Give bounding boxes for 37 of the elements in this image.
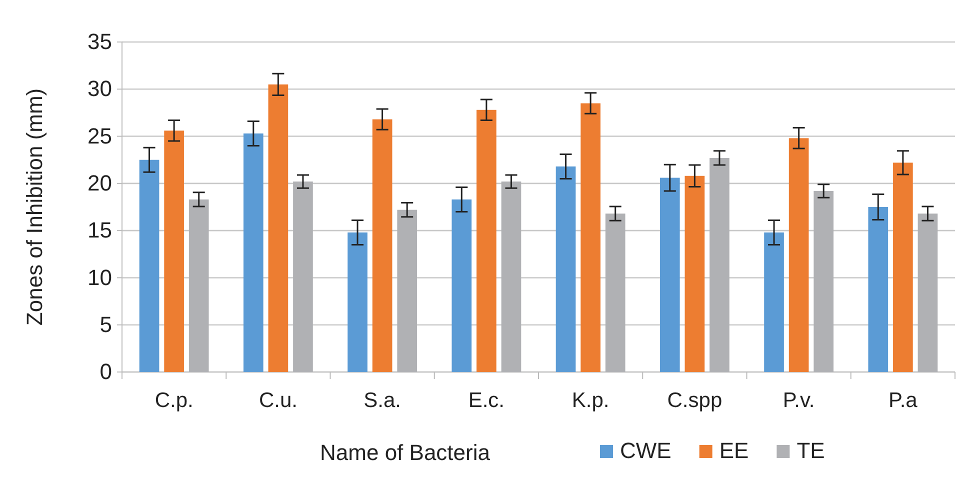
x-tick-label: K.p. [572, 388, 610, 412]
y-tick-label: 5 [100, 312, 112, 337]
y-tick-label: 35 [88, 29, 112, 54]
bar [556, 166, 576, 372]
x-axis-title: Name of Bacteria [320, 440, 491, 465]
y-axis-title: Zones of Inhibition (mm) [22, 88, 47, 326]
y-tick-label: 15 [88, 218, 112, 243]
x-tick-label: C.p. [154, 388, 194, 412]
bar [476, 110, 496, 372]
bar [893, 162, 913, 372]
legend-label: CWE [620, 438, 672, 463]
y-tick-label: 25 [88, 123, 112, 148]
bar [788, 138, 809, 372]
legend-label: EE [719, 438, 749, 463]
bar [580, 103, 600, 372]
legend-label: TE [796, 438, 825, 463]
bar [348, 232, 368, 372]
bar [164, 130, 184, 372]
bar [243, 133, 264, 372]
bar [764, 232, 784, 372]
bar [868, 207, 888, 372]
y-tick-label: 20 [88, 170, 112, 196]
x-tick-label: P.v. [782, 388, 815, 412]
bar [372, 119, 392, 372]
bar [452, 199, 472, 372]
x-tick-label: S.a. [364, 388, 401, 412]
y-tick-label: 0 [100, 359, 112, 384]
y-tick-label: 10 [88, 264, 112, 290]
x-tick-label: C.u. [258, 388, 298, 412]
x-tick-label: P.a [888, 388, 918, 412]
bar [684, 176, 705, 372]
x-tick-label: E.c. [468, 388, 505, 412]
y-tick-label: 30 [88, 76, 112, 102]
x-tick-label: C.spp [667, 388, 722, 412]
bar [660, 178, 680, 372]
bar [268, 84, 288, 372]
bar [139, 160, 160, 372]
